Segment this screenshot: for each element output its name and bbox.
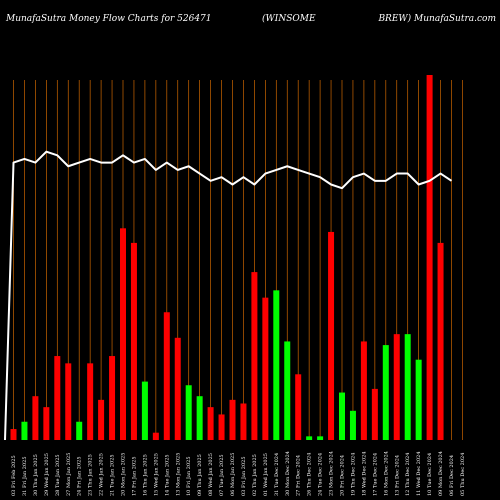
x-tick-label: 20 Mon Jan 2025 [121,453,127,496]
money-flow-bar [262,297,269,440]
x-tick-label: 20 Fri Dec 2024 [340,455,346,496]
money-flow-bar [10,429,17,440]
x-tick-label: 13 Mon Jan 2025 [175,453,181,496]
money-flow-bar [152,432,159,440]
x-tick-label: 07 Tue Jan 2025 [219,454,225,496]
x-tick-label: 14 Tue Jan 2025 [164,454,170,496]
money-flow-bar [130,242,137,440]
x-tick-label: 06 Mon Jan 2025 [230,453,236,496]
x-tick-label: 17 Fri Jan 2025 [131,456,137,496]
money-flow-bar [317,436,324,440]
x-tick-label: 11 Wed Dec 2024 [416,451,422,496]
money-flow-bar [382,345,389,440]
x-tick-label: 06 Fri Dec 2024 [449,455,455,496]
x-tick-label: 26 Thu Dec 2024 [307,453,313,496]
money-flow-bar [295,374,302,440]
x-tick-label: 22 Wed Jan 2025 [99,453,105,496]
money-flow-bar [371,388,378,440]
money-flow-bar [437,242,444,440]
money-flow-bar [43,407,50,440]
x-tick-label: 10 Fri Jan 2025 [186,456,192,496]
x-tick-label: 21 Tue Jan 2025 [110,454,116,496]
chart-title-right: BREW) MunafaSutra.com [378,14,496,24]
x-tick-label: 13 Fri Dec 2024 [394,455,400,496]
x-tick-label: 03 Fri Jan 2025 [241,456,247,496]
x-tick-label: 24 Tue Dec 2024 [318,453,324,496]
x-tick-label: 29 Wed Jan 2025 [44,453,50,496]
money-flow-bar [87,363,94,440]
x-tick-label: 27 Fri Dec 2024 [296,455,302,496]
money-flow-bar [415,359,422,440]
x-tick-label: 23 Thu Jan 2025 [88,454,94,496]
chart-title-left: MunafaSutra Money Flow Charts for 526471 [6,14,212,24]
x-tick-label: 10 Tue Dec 2024 [427,453,433,496]
x-tick-label: 09 Thu Jan 2025 [197,454,203,496]
bar-layer [10,75,444,440]
money-flow-bar [251,272,258,440]
money-flow-bar [54,356,61,440]
x-tick-label: 12 Thu Dec 2024 [405,453,411,496]
money-flow-bar [98,399,105,440]
x-tick-label: 30 Mon Dec 2024 [285,451,291,496]
x-tick-label: 23 Mon Dec 2024 [329,451,335,496]
money-flow-bar [141,381,148,440]
x-tick-label: 02 Thu Jan 2025 [252,454,258,496]
x-tick-label: 18 Wed Dec 2024 [361,451,367,496]
x-tick-label: 28 Tue Jan 2025 [55,454,61,496]
money-flow-bar [218,414,225,440]
x-tick-label: 05 Thu Dec 2024 [460,453,466,496]
money-flow-bar [426,75,433,440]
money-flow-bar [306,436,313,440]
money-flow-bar [229,399,236,440]
x-tick-label: 15 Wed Jan 2025 [153,453,159,496]
money-flow-bar [120,228,126,440]
money-flow-bar [240,403,247,440]
x-tick-label: 16 Thu Jan 2025 [142,454,148,496]
money-flow-bar [393,334,400,440]
x-tick-label: 01 Wed Jan 2025 [263,453,269,496]
money-flow-bar [196,396,203,440]
x-tick-label: 09 Mon Dec 2024 [438,451,444,496]
money-flow-bar [32,396,39,440]
money-flow-bar [109,356,116,440]
money-flow-bar [174,337,181,440]
money-flow-bar [273,290,280,440]
x-tick-label: 17 Tue Dec 2024 [372,453,378,496]
money-flow-bar [404,334,411,440]
money-flow-bar [76,421,83,440]
money-flow-bar [21,421,28,440]
money-flow-bar [328,231,335,440]
x-tick-label: 16 Mon Dec 2024 [383,451,389,496]
money-flow-bar [207,407,214,440]
x-tick-label: 24 Fri Jan 2025 [77,456,83,496]
x-tick-label: 08 Wed Jan 2025 [208,453,214,496]
x-tick-label: 31 Fri Jan 2025 [22,456,28,496]
money-flow-bar [65,363,72,440]
chart-title-middle: (WINSOME [262,14,316,24]
money-flow-bar [163,312,170,440]
x-tick-label: 27 Mon Jan 2025 [66,453,72,496]
x-tick-label: 03 Fri Feb 2025 [11,455,17,496]
line-layer [4,150,453,441]
x-label-layer: 03 Fri Feb 2025 31 Fri Jan 2025 30 Thu Jan… [11,451,466,496]
money-flow-bar [284,341,291,440]
money-flow-line [4,150,453,441]
x-tick-label: 30 Thu Jan 2025 [33,454,39,496]
money-flow-bar [185,385,192,440]
x-tick-label: 19 Thu Dec 2024 [350,453,356,496]
x-tick-label: 31 Tue Dec 2024 [274,453,280,496]
money-flow-bar [349,410,356,440]
money-flow-bar [360,341,367,440]
money-flow-bar [339,392,345,440]
